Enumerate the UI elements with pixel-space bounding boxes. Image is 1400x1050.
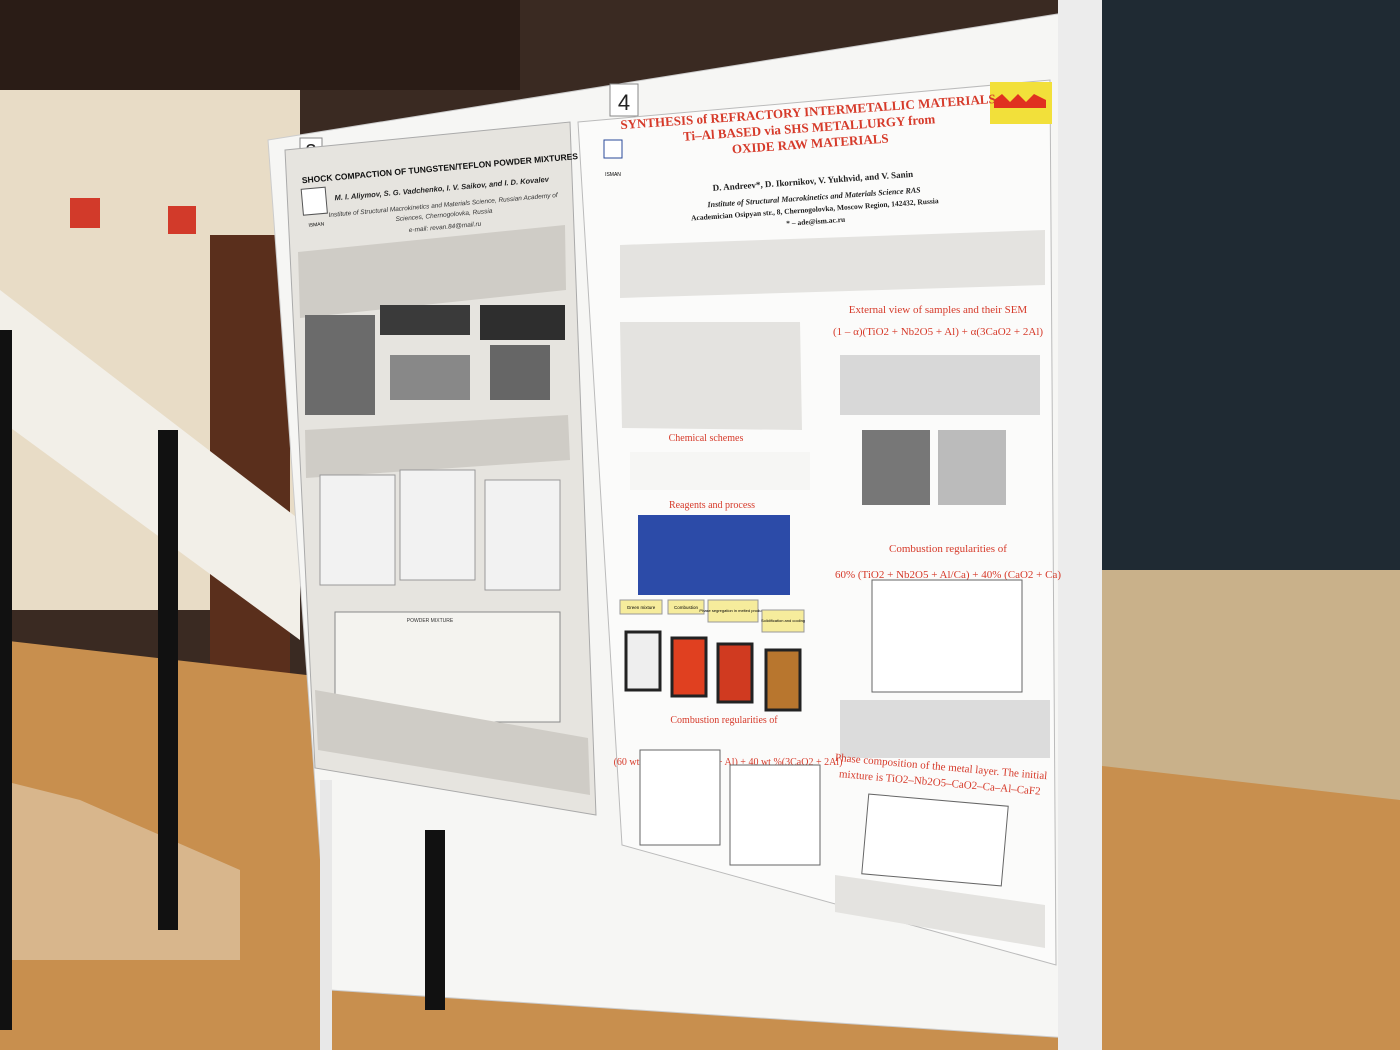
poster-number: 4	[618, 90, 630, 115]
crucible	[764, 648, 802, 712]
sign	[168, 206, 196, 234]
reagents-table	[638, 515, 790, 595]
section-heading: Combustion regularities of	[889, 543, 1007, 555]
sample-strip	[840, 700, 1050, 758]
section-heading: Reagents and process	[669, 500, 755, 511]
board-post	[1058, 0, 1102, 1050]
sample-photo	[840, 355, 1040, 415]
stage-box	[667, 599, 705, 615]
section-heading: Chemical schemes	[669, 433, 744, 444]
board-leg	[320, 780, 332, 1050]
xrd-plot	[484, 479, 561, 591]
text-block	[298, 225, 566, 318]
sign	[70, 198, 100, 228]
stage-label: Phase segregation in melted products	[699, 608, 766, 613]
text-block	[620, 322, 802, 430]
ceiling	[0, 0, 520, 90]
sem-image	[938, 430, 1006, 505]
section-heading: External view of samples and their SEM	[849, 304, 1028, 316]
stairs	[0, 780, 240, 960]
logo-text: ISMAN	[308, 221, 325, 228]
stage-box	[619, 599, 663, 615]
tile-wall	[1080, 0, 1400, 580]
stage-box	[761, 609, 805, 633]
xrd-plot	[319, 474, 396, 586]
stage-label: Green mixture	[627, 605, 656, 610]
sem-image	[862, 430, 930, 505]
left-poster-body: POWDER MIXTURE	[298, 225, 590, 795]
logo-text: ISMAN	[605, 172, 621, 178]
rail-post	[158, 430, 178, 930]
xrd-plot	[861, 793, 1009, 887]
table-title: POWDER MIXTURE	[407, 618, 454, 624]
photo	[390, 355, 470, 400]
text-block	[305, 415, 570, 478]
section-heading: 60% (TiO2 + Nb2O5 + Al/Ca) + 40% (CaO2 +…	[835, 569, 1061, 581]
rail-post	[0, 330, 12, 1030]
logo	[603, 139, 623, 159]
logo	[300, 186, 328, 216]
crucible	[670, 636, 708, 698]
text-block	[315, 690, 590, 795]
combustion-plot	[729, 764, 821, 866]
section-heading: (60 wt %(TiO2 + Nb2O5 + Al) + 40 wt %(3C…	[614, 757, 843, 768]
stair-rail	[0, 290, 300, 640]
text-block	[835, 875, 1045, 948]
crucible	[624, 630, 662, 692]
email: * – ade@ism.ac.ru	[786, 215, 846, 228]
combustion-plot	[871, 579, 1023, 693]
logo-shape	[994, 94, 1046, 108]
chemical-scheme	[630, 452, 810, 490]
number-tag	[609, 83, 639, 117]
xrd-plot	[399, 469, 476, 581]
board-leg	[425, 830, 445, 1010]
photo	[380, 305, 470, 335]
stage-label: Solidification and cooling	[761, 618, 805, 623]
crucible	[716, 642, 754, 704]
photo	[490, 345, 550, 400]
section-heading: (1 – α)(TiO2 + Nb2O5 + Al) + α(3CaO2 + 2…	[833, 326, 1043, 338]
stage-label: Combustion	[674, 605, 699, 610]
photo	[305, 315, 375, 415]
combustion-plot	[639, 749, 721, 846]
photo	[480, 305, 565, 340]
text-block	[620, 230, 1045, 298]
section-heading: Combustion regularities of	[670, 715, 778, 726]
stage-box	[707, 599, 759, 623]
